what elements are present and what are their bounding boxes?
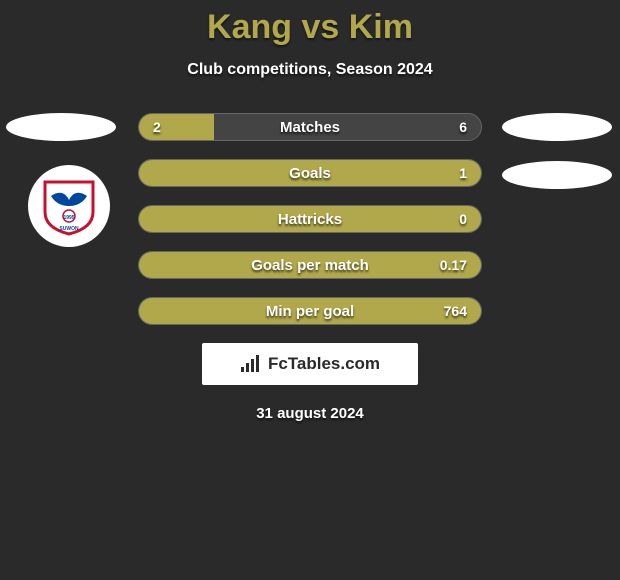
- stat-label: Min per goal: [139, 298, 481, 324]
- stat-value-right: 6: [459, 114, 467, 140]
- footer-logo-text: FcTables.com: [268, 354, 380, 374]
- barchart-icon: [240, 355, 262, 373]
- svg-text:1995: 1995: [63, 215, 74, 221]
- player-right-disc-2: [502, 161, 612, 189]
- stat-value-right: 0: [459, 206, 467, 232]
- subtitle: Club competitions, Season 2024: [0, 61, 620, 79]
- suwon-crest-icon: 1995 SUWON: [41, 176, 97, 236]
- stat-bar: Min per goal 764: [138, 297, 482, 325]
- player-right-disc: [502, 113, 612, 141]
- stat-label: Matches: [139, 114, 481, 140]
- stats-bars: 2 Matches 6 Goals 1 Hattricks 0 Goals pe…: [138, 113, 482, 325]
- stat-label: Goals: [139, 160, 481, 186]
- footer-date: 31 august 2024: [0, 405, 620, 422]
- stat-label: Goals per match: [139, 252, 481, 278]
- footer-logo: FcTables.com: [202, 343, 418, 385]
- stat-value-right: 764: [444, 298, 467, 324]
- svg-text:SUWON: SUWON: [59, 226, 79, 232]
- stat-value-right: 0.17: [440, 252, 467, 278]
- stat-bar: 2 Matches 6: [138, 113, 482, 141]
- stat-bar: Hattricks 0: [138, 205, 482, 233]
- stat-bar: Goals per match 0.17: [138, 251, 482, 279]
- stat-label: Hattricks: [139, 206, 481, 232]
- stat-bar: Goals 1: [138, 159, 482, 187]
- page-title: Kang vs Kim: [0, 0, 620, 47]
- stat-value-right: 1: [459, 160, 467, 186]
- comparison-content: 1995 SUWON 2 Matches 6 Goals 1 Hattricks…: [0, 113, 620, 422]
- player-left-disc: [6, 113, 116, 141]
- team-badge-left: 1995 SUWON: [28, 165, 110, 247]
